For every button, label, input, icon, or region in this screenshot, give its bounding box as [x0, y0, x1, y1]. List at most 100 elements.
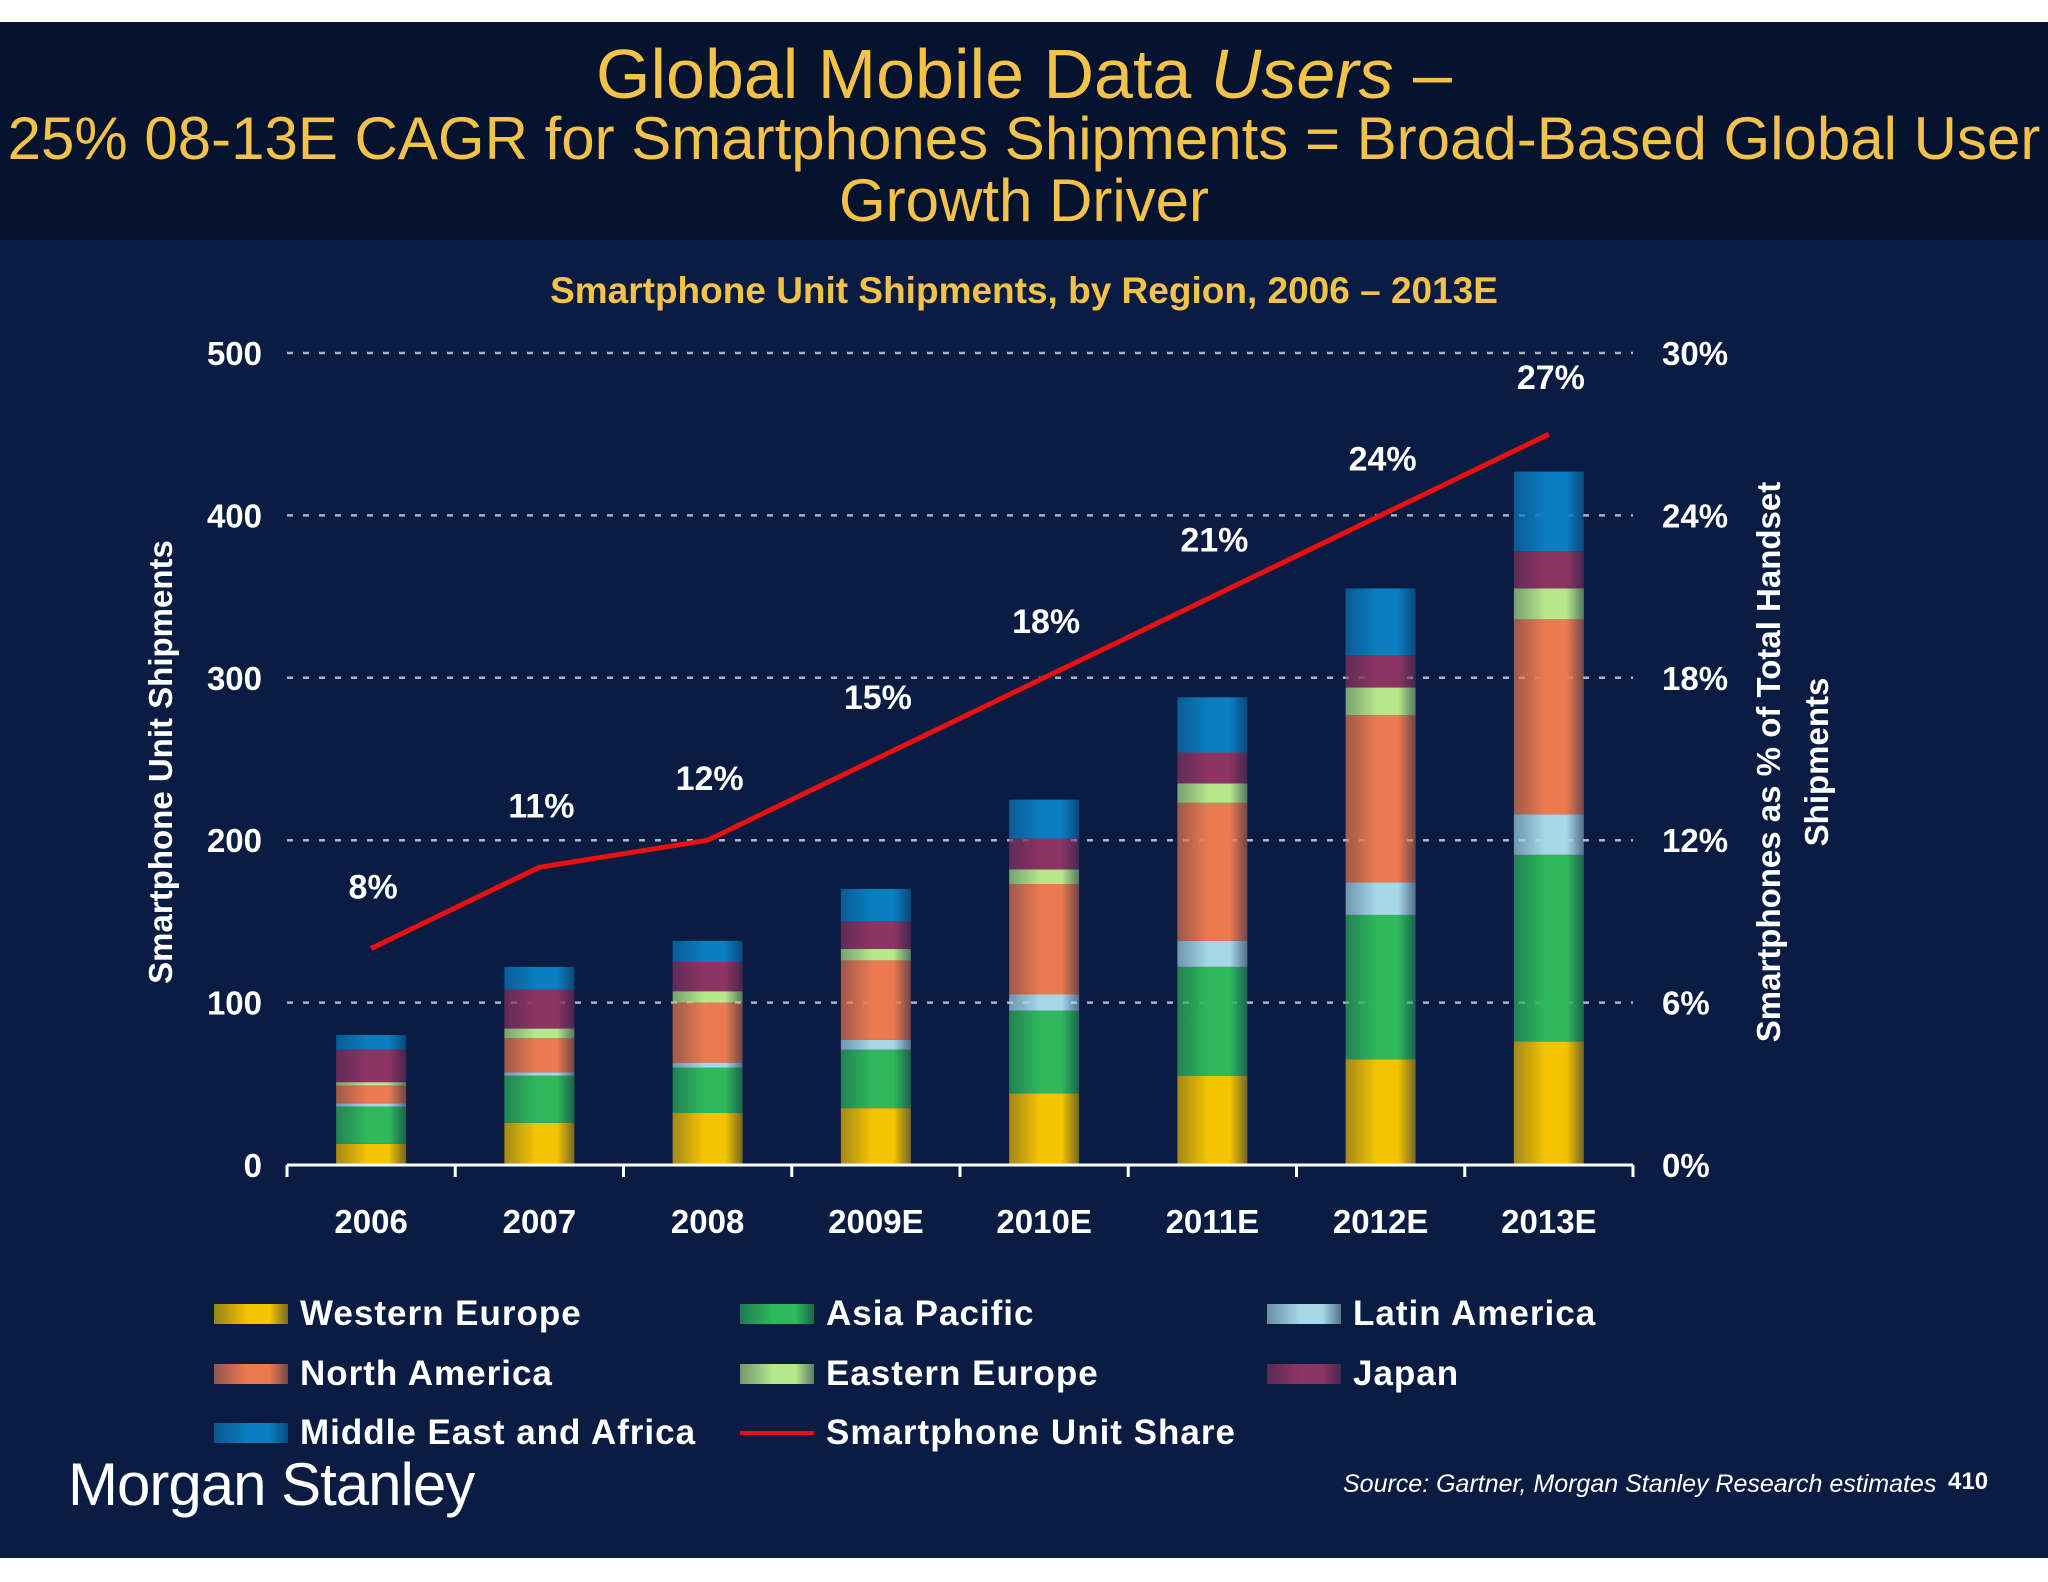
- bar-segment: [504, 1122, 575, 1165]
- legend-item: Middle East and Africa: [214, 1413, 696, 1453]
- bar-segment: [1177, 802, 1248, 941]
- y-axis-title: Smartphone Unit Shipments: [142, 540, 179, 984]
- x-tick-label: 2008: [671, 1203, 744, 1240]
- bar-segment: [1513, 1041, 1584, 1165]
- header: Global Mobile Data Users – 25% 08-13E CA…: [0, 22, 2048, 240]
- bar-segment: [672, 1067, 743, 1114]
- y2-axis-title: Smartphones as % of Total Handset: [1750, 482, 1787, 1042]
- y2-tick-label: 30%: [1662, 335, 1728, 372]
- bar-segment: [1345, 882, 1416, 915]
- legend-item: Latin America: [1267, 1294, 1596, 1334]
- legend-label: Middle East and Africa: [300, 1413, 697, 1452]
- morgan-stanley-logo: Morgan Stanley: [68, 1451, 475, 1518]
- bar-segment: [840, 1049, 911, 1109]
- y2-tick-label: 18%: [1662, 660, 1728, 697]
- y-tick-label: 100: [207, 985, 262, 1022]
- bar-segment: [1513, 588, 1584, 620]
- bar-segment: [1345, 715, 1416, 883]
- bar-segment: [504, 1028, 575, 1039]
- share-line: [370, 431, 1550, 951]
- data-label: 12%: [676, 760, 744, 798]
- bar-segment: [672, 991, 743, 1003]
- bar-segment: [336, 1085, 407, 1104]
- chart-title: Smartphone Unit Shipments, by Region, 20…: [550, 270, 1498, 311]
- bar-segment: [1513, 471, 1584, 552]
- bar-segment: [336, 1103, 407, 1107]
- data-label: 18%: [1012, 603, 1080, 641]
- bar-segment: [1177, 940, 1248, 967]
- bar-segment: [1513, 619, 1584, 815]
- bar-segment: [504, 989, 575, 1029]
- data-label: 27%: [1517, 359, 1585, 397]
- bar-segment: [1009, 994, 1080, 1011]
- legend-swatch: [740, 1364, 814, 1384]
- bar-segment: [672, 1113, 743, 1165]
- legend-item: Asia Pacific: [740, 1294, 1035, 1334]
- legend-swatch: [1267, 1304, 1341, 1324]
- legend-swatch: [740, 1431, 814, 1435]
- bar-segment: [840, 1108, 911, 1165]
- bar-segment: [1513, 551, 1584, 589]
- title-part: Global Mobile Data: [596, 35, 1211, 113]
- bar-segment: [1177, 1075, 1248, 1165]
- y2-tick-label: 0%: [1662, 1147, 1710, 1184]
- bar-segment: [1009, 799, 1080, 839]
- y2-tick-label: 24%: [1662, 497, 1728, 534]
- x-tick-label: 2007: [503, 1203, 576, 1240]
- bar-segment: [1345, 914, 1416, 1060]
- y-tick-label: 200: [207, 822, 262, 859]
- bar-segment: [1345, 1059, 1416, 1165]
- legend-label: Western Europe: [300, 1294, 582, 1333]
- bar-segment: [504, 1038, 575, 1073]
- bar-segment: [1345, 588, 1416, 656]
- legend-item: Eastern Europe: [740, 1354, 1099, 1394]
- bar-segment: [504, 1072, 575, 1076]
- y2-axis-title: Shipments: [1798, 678, 1835, 847]
- slide: Global Mobile Data Users – 25% 08-13E CA…: [0, 22, 2048, 1558]
- bar-segment: [840, 921, 911, 950]
- title-part: –: [1393, 35, 1452, 113]
- legend-label: Eastern Europe: [826, 1354, 1099, 1393]
- bar-segment: [336, 1035, 407, 1050]
- chart: 0 100 200 300 400 500 0% 6% 12% 18% 24% 30% 2006 2007…: [142, 335, 1835, 1240]
- legend-item: Western Europe: [214, 1294, 582, 1334]
- legend-swatch: [740, 1304, 814, 1324]
- bar-segment: [504, 966, 575, 990]
- legend-item: Smartphone Unit Share: [740, 1413, 1236, 1453]
- slide-subtitle: 25% 08-13E CAGR for Smartphones Shipment…: [7, 105, 2041, 234]
- bar-segment: [1177, 966, 1248, 1076]
- title-italic: Users: [1210, 35, 1394, 113]
- x-tick-label: 2009E: [828, 1203, 923, 1240]
- bar-segment: [840, 888, 911, 922]
- data-label: 15%: [844, 679, 912, 717]
- bar-segment: [336, 1049, 407, 1083]
- data-label: 11%: [508, 787, 574, 825]
- x-tick-label: 2012E: [1333, 1203, 1428, 1240]
- legend-label: Asia Pacific: [826, 1294, 1035, 1333]
- bar-segment: [1177, 752, 1248, 784]
- slide-title: Global Mobile Data Users –: [0, 34, 2048, 114]
- legend-label: Smartphone Unit Share: [826, 1413, 1236, 1452]
- y-tick-label: 0: [244, 1147, 262, 1184]
- bar-segment: [1177, 697, 1248, 753]
- y2-tick-label: 12%: [1662, 822, 1728, 859]
- bar-segment: [672, 1002, 743, 1063]
- legend-swatch: [1267, 1364, 1341, 1384]
- y-tick-label: 400: [207, 497, 262, 534]
- legend-item: Japan: [1267, 1354, 1459, 1394]
- bar-segment: [504, 1075, 575, 1123]
- bar-segment: [1513, 854, 1584, 1042]
- bar-segment: [840, 949, 911, 961]
- bar-segment: [1009, 1093, 1080, 1165]
- bar-segment: [336, 1082, 407, 1086]
- x-tick-label: 2013E: [1501, 1203, 1596, 1240]
- data-label: 24%: [1349, 440, 1417, 478]
- legend-label: Latin America: [1353, 1294, 1597, 1333]
- legend-item: North America: [214, 1354, 553, 1394]
- bar-segment: [1009, 838, 1080, 870]
- y2-tick-label: 6%: [1662, 985, 1710, 1022]
- legend-swatch: [214, 1304, 288, 1324]
- source-note: Source: Gartner, Morgan Stanley Research…: [1343, 1470, 1937, 1498]
- bar-segment: [840, 960, 911, 1040]
- legend-label: Japan: [1353, 1354, 1460, 1393]
